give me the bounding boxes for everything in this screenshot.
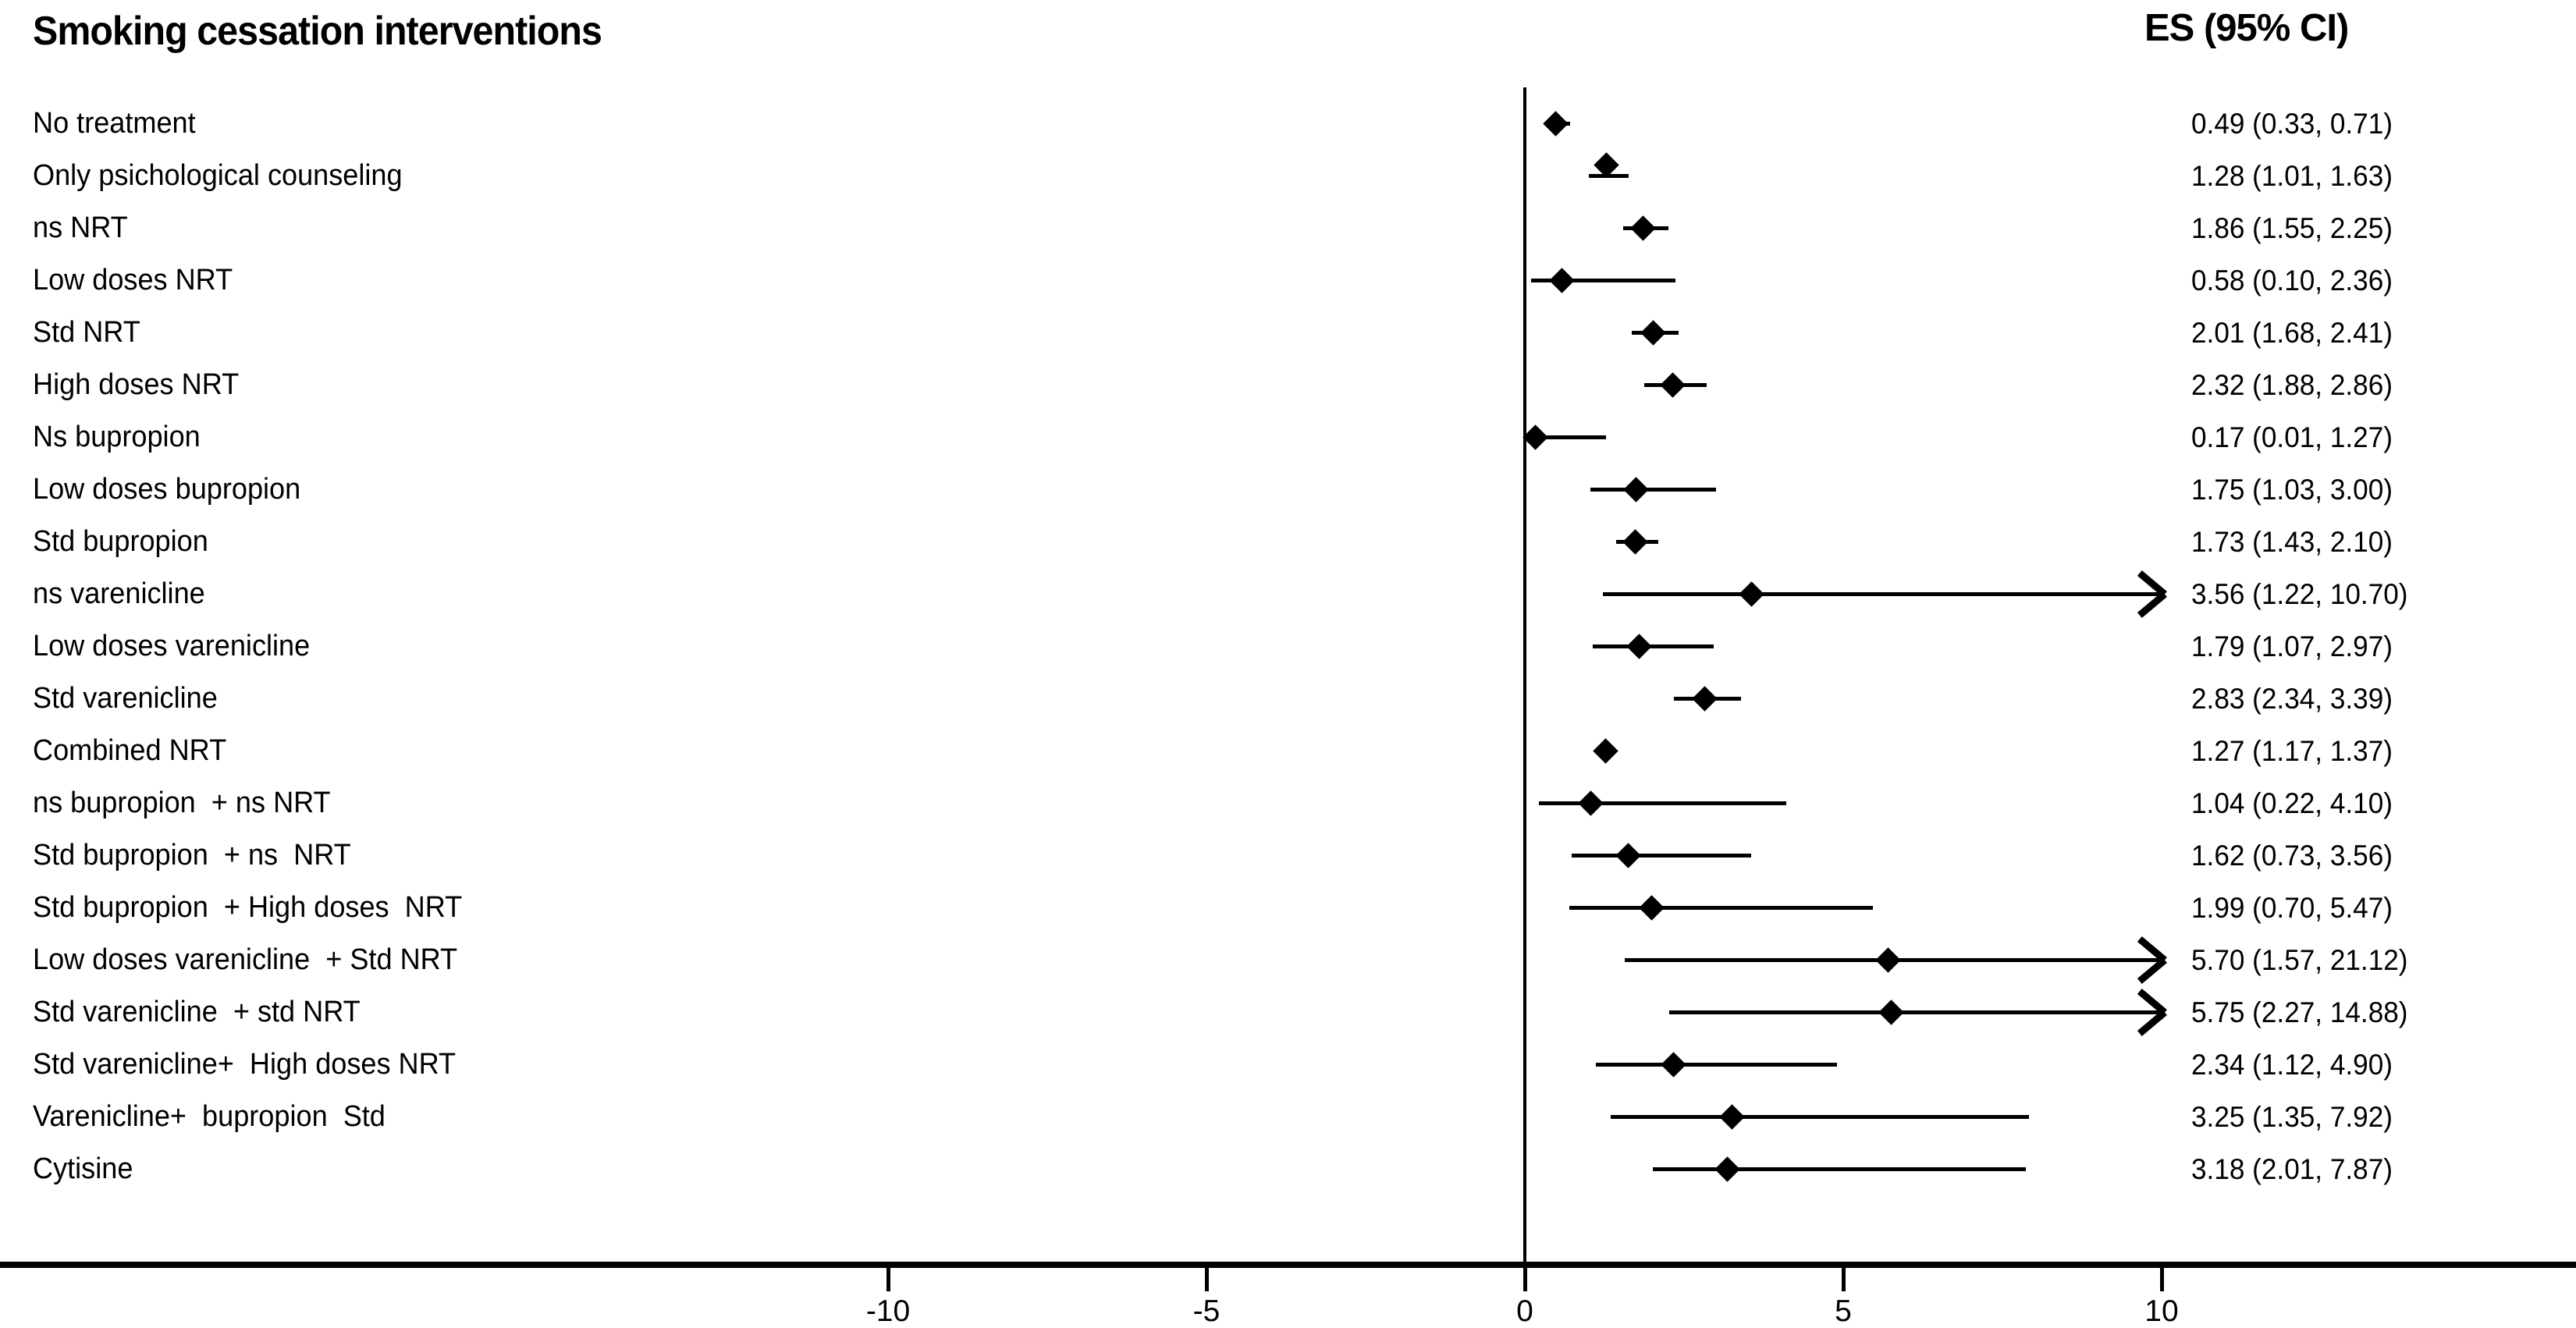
row-label: Std varenicline+ High doses NRT [33, 1048, 457, 1081]
effect-size-diamond [1630, 215, 1657, 241]
es-ci-value: 0.49 (0.33, 0.71) [2191, 108, 2393, 140]
row-label: Low doses NRT [33, 264, 233, 296]
confidence-interval-line [1593, 644, 1714, 648]
es-ci-value: 5.70 (1.57, 21.12) [2191, 944, 2408, 976]
row-label: Combined NRT [33, 734, 227, 767]
confidence-interval-line [1571, 853, 1752, 858]
effect-size-diamond [1578, 790, 1604, 816]
row-label: Ns bupropion [33, 421, 201, 453]
effect-size-diamond [1622, 528, 1648, 555]
x-axis-tick-label: -5 [1192, 1294, 1220, 1328]
row-label: Std bupropion + ns NRT [33, 839, 351, 872]
es-ci-value: 2.83 (2.34, 3.39) [2191, 683, 2393, 715]
es-ci-value: 0.17 (0.01, 1.27) [2191, 421, 2393, 453]
effect-size-diamond [1623, 476, 1650, 502]
x-axis-tick [2160, 1265, 2164, 1291]
page-title: Smoking cessation interventions [33, 9, 602, 54]
confidence-interval-line [1538, 801, 1786, 805]
effect-size-diamond [1593, 737, 1618, 764]
confidence-interval-line [1611, 1114, 2030, 1119]
confidence-interval-line [1669, 1010, 2162, 1014]
es-ci-value: 5.75 (2.27, 14.88) [2191, 996, 2408, 1028]
es-ci-value: 1.28 (1.01, 1.63) [2191, 160, 2393, 192]
es-ci-value: 1.27 (1.17, 1.37) [2191, 735, 2393, 767]
row-label: Cytisine [33, 1152, 133, 1185]
x-axis-tick [1205, 1265, 1209, 1291]
row-label: Std bupropion + High doses NRT [33, 891, 463, 924]
ci-clipped-arrowhead [2134, 989, 2165, 1035]
row-label: Std bupropion [33, 525, 208, 558]
x-axis-tick-label: 10 [2144, 1294, 2179, 1328]
es-ci-value: 1.79 (1.07, 2.97) [2191, 630, 2393, 662]
effect-size-diamond [1714, 1156, 1740, 1182]
row-label: Std NRT [33, 316, 140, 349]
row-label: Low doses bupropion [33, 473, 301, 506]
effect-size-diamond [1718, 1103, 1745, 1130]
x-axis-tick-label: 5 [1835, 1294, 1852, 1328]
effect-size-diamond [1692, 685, 1718, 712]
zero-reference-line [1523, 87, 1526, 1265]
row-label: Std varenicline [33, 682, 218, 715]
es-ci-value: 1.62 (0.73, 3.56) [2191, 840, 2393, 872]
es-ci-value: 3.25 (1.35, 7.92) [2191, 1101, 2393, 1133]
row-label: ns bupropion + ns NRT [33, 787, 331, 819]
row-label: Std varenicline + std NRT [33, 996, 361, 1028]
es-ci-value: 1.75 (1.03, 3.00) [2191, 474, 2393, 506]
ci-clipped-arrowhead [2134, 571, 2165, 616]
effect-size-diamond [1874, 946, 1901, 973]
effect-size-diamond [1878, 999, 1904, 1025]
es-ci-value: 0.58 (0.10, 2.36) [2191, 265, 2393, 296]
x-axis-tick [1842, 1265, 1846, 1291]
ci-clipped-arrowhead [2134, 937, 2165, 982]
row-label: Low doses varenicline [33, 630, 311, 662]
confidence-interval-line [1525, 435, 1606, 439]
es-ci-value: 2.34 (1.12, 4.90) [2191, 1049, 2393, 1081]
confidence-interval-line [1531, 278, 1675, 282]
row-label: No treatment [33, 107, 196, 140]
effect-size-diamond [1640, 319, 1666, 346]
x-axis-line [0, 1262, 2576, 1268]
es-ci-value: 1.99 (0.70, 5.47) [2191, 892, 2393, 924]
effect-size-diamond [1615, 842, 1641, 868]
confidence-interval-line [1653, 1166, 2027, 1171]
x-axis-tick [886, 1265, 890, 1291]
confidence-interval-line [1596, 1062, 1837, 1067]
es-ci-value: 3.18 (2.01, 7.87) [2191, 1153, 2393, 1185]
x-axis-tick [1523, 1265, 1527, 1291]
row-label: ns varenicline [33, 577, 205, 610]
effect-size-diamond [1523, 424, 1549, 450]
effect-size-diamond [1543, 110, 1569, 137]
es-ci-value: 1.86 (1.55, 2.25) [2191, 212, 2393, 244]
effect-size-diamond [1739, 581, 1764, 607]
confidence-interval-line [1602, 591, 2162, 596]
x-axis-tick-label: 0 [1516, 1294, 1533, 1328]
row-label: Only psichological counseling [33, 159, 403, 192]
confidence-interval-line [1590, 487, 1716, 492]
effect-size-diamond [1660, 371, 1686, 398]
row-label: ns NRT [33, 211, 128, 244]
es-ci-value: 3.56 (1.22, 10.70) [2191, 578, 2408, 610]
effect-size-diamond [1549, 267, 1575, 293]
es-ci-column-header: ES (95% CI) [2144, 7, 2349, 49]
effect-size-diamond [1639, 894, 1665, 921]
row-label: Varenicline+ bupropion Std [33, 1100, 386, 1133]
confidence-interval-line [1589, 173, 1629, 178]
es-ci-value: 1.04 (0.22, 4.10) [2191, 787, 2393, 819]
row-label: High doses NRT [33, 368, 240, 401]
es-ci-value: 2.32 (1.88, 2.86) [2191, 369, 2393, 401]
es-ci-value: 1.73 (1.43, 2.10) [2191, 526, 2393, 558]
x-axis-tick-label: -10 [865, 1294, 911, 1328]
es-ci-value: 2.01 (1.68, 2.41) [2191, 317, 2393, 349]
row-label: Low doses varenicline + Std NRT [33, 943, 458, 976]
confidence-interval-line [1569, 905, 1874, 910]
effect-size-diamond [1626, 633, 1652, 659]
effect-size-diamond [1661, 1051, 1687, 1078]
